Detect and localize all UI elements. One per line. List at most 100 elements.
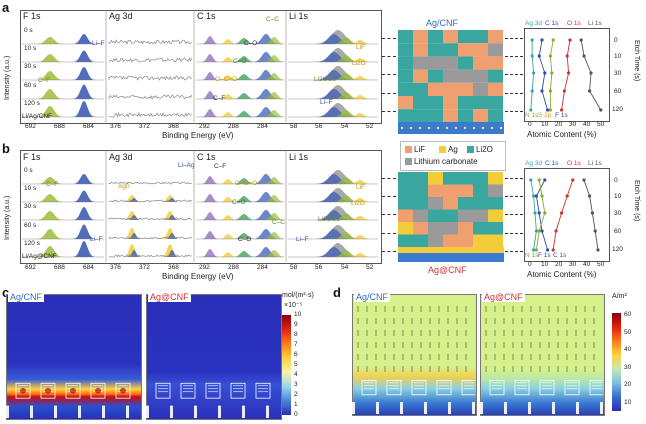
model-cell bbox=[458, 184, 473, 197]
dashed-leader-right bbox=[505, 196, 523, 197]
f1s-cf-peak bbox=[36, 177, 64, 184]
legend-swatch-li2o bbox=[467, 146, 474, 154]
c1s-cf-peak bbox=[201, 54, 219, 62]
model-cell bbox=[443, 172, 458, 185]
f1s-cf-peak bbox=[36, 54, 64, 62]
channel-notch bbox=[170, 405, 173, 418]
model-cell bbox=[473, 109, 488, 123]
dashed-leader-right bbox=[505, 111, 523, 112]
model-cell bbox=[458, 209, 473, 222]
etch-tick-b-2: 30 bbox=[614, 210, 622, 217]
anno-b-cc: C–C bbox=[272, 219, 286, 226]
header-c1s-b: C 1s bbox=[197, 152, 216, 162]
xps-frame-b bbox=[20, 150, 382, 264]
xps-frame-a bbox=[20, 10, 382, 124]
model-cell bbox=[413, 209, 428, 222]
li1s-li2co3-peak bbox=[332, 37, 360, 44]
f1s-lif-peak bbox=[73, 207, 95, 220]
model-cell bbox=[398, 222, 413, 235]
atomic-series-line bbox=[530, 179, 537, 251]
electrode-outline bbox=[65, 382, 81, 399]
atomic-legend-a-li: Li 1s bbox=[588, 20, 602, 27]
model-cell bbox=[473, 43, 488, 57]
model-cell bbox=[398, 82, 413, 96]
c1s-oco-peak bbox=[219, 252, 237, 257]
atomic-point bbox=[543, 71, 547, 75]
colorbar-tick: 6 bbox=[294, 351, 298, 358]
f1s-cf-peak bbox=[36, 194, 64, 202]
xtick-a-f1: 688 bbox=[54, 123, 65, 130]
atomic-point bbox=[533, 211, 537, 215]
channel-notch bbox=[126, 405, 129, 418]
model-cell bbox=[413, 30, 428, 44]
c1s-cf-peak bbox=[201, 194, 219, 202]
c1s-oco-peak bbox=[219, 94, 237, 99]
model-cell bbox=[458, 109, 473, 123]
model-ag-dot bbox=[427, 126, 431, 130]
channel-notch bbox=[376, 402, 379, 414]
sim-d-right bbox=[480, 294, 605, 416]
dashed-leader bbox=[382, 251, 396, 252]
atomic-legend-b-c2: C 1s bbox=[553, 252, 567, 259]
model-ag-dot bbox=[436, 126, 440, 130]
c1s-co-peak bbox=[233, 196, 255, 202]
electrode-outline bbox=[386, 380, 402, 396]
atomic-point bbox=[589, 71, 593, 75]
model-ag-dot bbox=[499, 126, 503, 130]
model-title-b: Ag@CNF bbox=[428, 265, 467, 275]
etch-tick-b-1: 10 bbox=[614, 193, 622, 200]
model-cell bbox=[473, 30, 488, 44]
f1s-lif-peak bbox=[73, 174, 95, 184]
model-cell bbox=[428, 234, 443, 247]
flux-hotspot bbox=[95, 387, 101, 394]
time-120-a: 120 s bbox=[24, 100, 40, 107]
xlabel-a: Binding Energy (eV) bbox=[162, 131, 234, 140]
c1s-c2-peak bbox=[263, 55, 285, 62]
channel-notch bbox=[78, 405, 81, 418]
channel-notch bbox=[266, 405, 269, 418]
model-cell bbox=[488, 209, 503, 222]
colorbar-d bbox=[612, 313, 621, 411]
atomic-series-line bbox=[549, 39, 554, 110]
model-cell bbox=[398, 172, 413, 185]
model-cell bbox=[458, 197, 473, 210]
dashed-leader bbox=[382, 178, 396, 179]
xtick-b-ag1: 372 bbox=[139, 264, 150, 271]
atomic-point bbox=[534, 229, 538, 233]
c1s-co-peak bbox=[233, 178, 255, 184]
atomic-xtick-a-4: 40 bbox=[583, 121, 591, 128]
c1s-cf-peak bbox=[201, 109, 219, 117]
c1s-cf-peak bbox=[201, 249, 219, 257]
model-ag-layer bbox=[398, 247, 504, 253]
c1s-co-peak bbox=[233, 74, 255, 80]
xtick-b-ag2: 368 bbox=[168, 264, 179, 271]
model-cell bbox=[458, 69, 473, 83]
channel-notch bbox=[448, 402, 451, 414]
atomic-xtick-b-3: 30 bbox=[569, 261, 577, 268]
ag3d-liag-1 bbox=[127, 215, 141, 220]
channel-notch bbox=[400, 402, 403, 414]
c1s-c2-peak bbox=[263, 232, 285, 239]
model-cell bbox=[413, 82, 428, 96]
c1s-oco-peak bbox=[219, 234, 237, 239]
ag3d-noise bbox=[108, 236, 193, 240]
anno-b-ag0: Ag0 bbox=[118, 183, 130, 190]
colorbar-tick: 60 bbox=[624, 311, 632, 318]
electrode-outline bbox=[436, 380, 452, 396]
electrode-outline bbox=[411, 380, 427, 396]
li1s-li2co3-peak bbox=[332, 92, 360, 99]
electrode-outline bbox=[489, 380, 505, 396]
c1s-oco-peak bbox=[219, 39, 237, 44]
sim-d-right-field bbox=[480, 306, 603, 414]
atomic-point bbox=[588, 89, 592, 93]
atomic-legend-b-n: N 1s bbox=[525, 252, 539, 259]
atomic-point bbox=[550, 71, 554, 75]
li1s-li2o-peak bbox=[349, 198, 371, 202]
c1s-c2-peak bbox=[263, 177, 285, 184]
anno-a-co: C–O bbox=[244, 40, 258, 47]
atomic-point bbox=[530, 38, 534, 42]
c1s-cf-peak bbox=[201, 231, 219, 239]
c1s-c2-peak bbox=[263, 110, 285, 117]
c1s-cf-peak bbox=[201, 176, 219, 184]
atomic-point bbox=[532, 194, 536, 198]
